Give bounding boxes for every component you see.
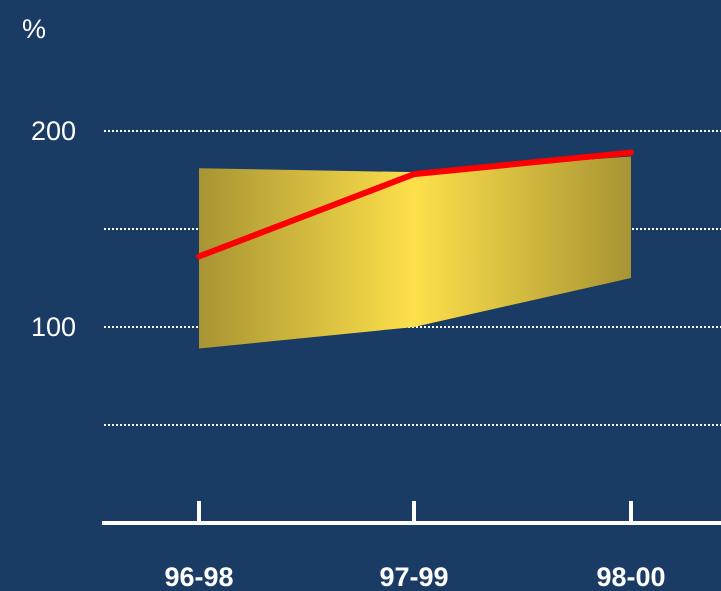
y-tick-label-200: 200: [31, 116, 76, 146]
series-point-96-98: [196, 253, 202, 260]
range-band-group: [199, 156, 631, 349]
x-axis: [102, 501, 721, 525]
x-tick-label-98-00: 98-00: [596, 562, 665, 591]
axis-labels: % 96-98 97-99 98-00 100 200: [22, 14, 666, 591]
series-line-group: [196, 149, 634, 260]
range-band: [199, 156, 631, 349]
x-tick-label-96-98: 96-98: [164, 562, 233, 591]
x-tick-label-97-99: 97-99: [379, 562, 448, 591]
series-point-98-00: [628, 149, 634, 156]
y-unit-label: %: [22, 14, 46, 44]
y-tick-label-100: 100: [31, 312, 76, 342]
series-point-97-99: [411, 171, 417, 178]
